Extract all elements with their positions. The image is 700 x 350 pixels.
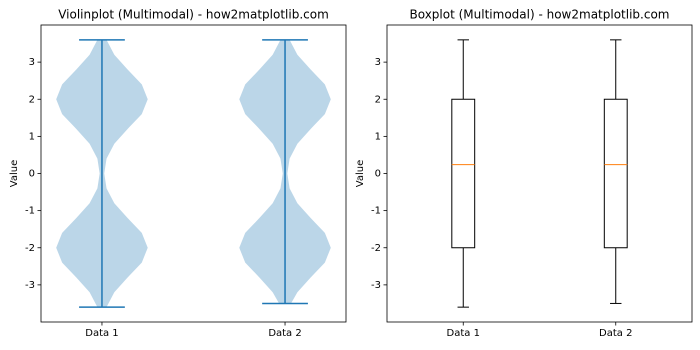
box [451, 98, 476, 249]
y-tick-label: 2 [375, 94, 381, 105]
x-tick-label: Data 2 [599, 328, 632, 339]
y-axis-label: Value [9, 160, 20, 187]
y-tick-label: -1 [371, 206, 381, 217]
y-tick-label: 0 [375, 169, 381, 180]
y-tick-label: -2 [25, 243, 35, 254]
y-tick-label: 2 [29, 94, 35, 105]
y-tick-label: 0 [29, 169, 35, 180]
y-tick-label: 3 [29, 57, 35, 68]
chart-title: Boxplot (Multimodal) - how2matplotlib.co… [410, 8, 670, 22]
y-tick-label: -3 [25, 280, 35, 291]
plot-frame [386, 24, 693, 323]
x-tick-label: Data 1 [447, 328, 480, 339]
y-tick-label: -2 [371, 243, 381, 254]
x-tick-label: Data 2 [268, 328, 301, 339]
x-tick-label: Data 1 [85, 328, 118, 339]
plot-frame [40, 24, 347, 323]
y-tick-label: 1 [29, 131, 35, 142]
y-tick-label: 3 [375, 57, 381, 68]
y-tick-label: 1 [375, 131, 381, 142]
box [603, 98, 628, 249]
y-axis-label: Value [355, 160, 366, 187]
y-tick-label: -1 [25, 206, 35, 217]
y-tick-label: -3 [371, 280, 381, 291]
chart-title: Violinplot (Multimodal) - how2matplotlib… [58, 8, 329, 22]
